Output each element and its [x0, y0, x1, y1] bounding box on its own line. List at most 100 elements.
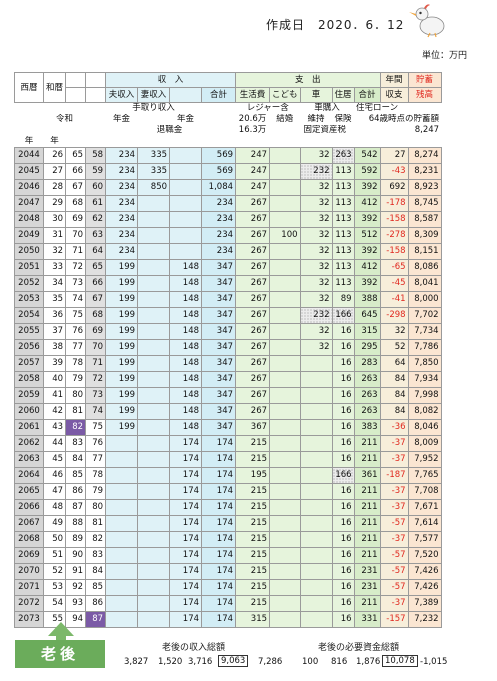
cell-age-col3: 67	[85, 291, 107, 308]
cell-annual-balance: -37	[379, 531, 409, 548]
cell-housing-cost: 89	[331, 291, 355, 308]
cell-age-husband: 34	[42, 275, 67, 292]
cell-age-husband: 52	[42, 563, 67, 580]
cell-savings-balance: 8,046	[407, 419, 442, 436]
bird-mascot-icon	[409, 4, 445, 38]
expense-total-housing: 1,876	[356, 657, 381, 667]
cell-income-total: 174	[201, 531, 237, 548]
cell-car-cost: 232	[299, 163, 333, 180]
cell-housing-cost: 113	[331, 211, 355, 228]
cell-year: 2059	[14, 387, 44, 404]
table-row: 2048 30 69 62 234 234 267 32 113 392 -158 8,587	[14, 211, 442, 228]
cell-expense-total: 283	[353, 355, 381, 372]
cell-income-total: 347	[201, 291, 237, 308]
cell-year: 2062	[14, 435, 44, 452]
cell-age-col3: 62	[85, 211, 107, 228]
header-wife-income: 妻収入	[137, 87, 171, 103]
cell-kids-cost	[269, 467, 301, 484]
cell-annual-balance: -37	[379, 483, 409, 500]
cell-age-wife: 82	[65, 419, 87, 436]
cell-savings-balance: 8,274	[407, 147, 442, 164]
cell-age-col3: 87	[85, 611, 107, 628]
cell-kids-cost	[269, 419, 301, 436]
table-row: 2052 34 73 66 199 148 347 267 32 113 392 -45 8,041	[14, 275, 442, 292]
cell-living-cost: 267	[235, 227, 271, 244]
cell-age-wife: 91	[65, 563, 87, 580]
cell-wife-income	[137, 371, 171, 388]
header-car: 車	[299, 87, 333, 103]
cell-husband-income: 199	[105, 419, 139, 436]
cell-income-total: 234	[201, 211, 237, 228]
cell-savings-balance: 8,587	[407, 211, 442, 228]
cell-pension: 148	[169, 339, 203, 356]
note-reiwa: 令和	[56, 114, 74, 124]
cell-income-total: 347	[201, 355, 237, 372]
retirement-balance: -1,015	[420, 657, 448, 667]
cell-year: 2046	[14, 179, 44, 196]
cell-living-cost: 267	[235, 339, 271, 356]
cell-wife-income	[137, 403, 171, 420]
cell-age-husband: 38	[42, 339, 67, 356]
cell-living-cost: 267	[235, 259, 271, 276]
table-row: 2050 32 71 64 234 234 267 32 113 392 -158 8,151	[14, 243, 442, 260]
cell-kids-cost	[269, 355, 301, 372]
cell-expense-total: 592	[353, 163, 381, 180]
cell-savings-balance: 7,786	[407, 339, 442, 356]
retirement-badge: 老後	[15, 640, 105, 668]
cell-living-cost: 267	[235, 243, 271, 260]
cell-age-wife: 93	[65, 595, 87, 612]
cell-expense-total: 388	[353, 291, 381, 308]
cell-annual-balance: 52	[379, 339, 409, 356]
cell-income-total: 234	[201, 243, 237, 260]
cell-year: 2067	[14, 515, 44, 532]
cell-savings-balance: 7,426	[407, 563, 442, 580]
retirement-expense-label: 老後の必要資金総額	[318, 643, 400, 653]
cell-living-cost: 267	[235, 275, 271, 292]
cell-expense-total: 392	[353, 275, 381, 292]
cell-age-col3: 82	[85, 531, 107, 548]
cell-pension	[169, 227, 203, 244]
cell-age-husband: 53	[42, 579, 67, 596]
table-row: 2070 52 91 84 174 174 215 16 231 -57 7,426	[14, 563, 442, 580]
note-savings-at-64: 64歳時点の貯蓄額	[368, 114, 440, 124]
cell-car-cost	[299, 451, 333, 468]
cell-annual-balance: 64	[379, 355, 409, 372]
cell-year: 2068	[14, 531, 44, 548]
cell-age-col3: 86	[85, 595, 107, 612]
cell-wife-income	[137, 323, 171, 340]
cell-age-col3: 79	[85, 483, 107, 500]
cell-living-cost: 267	[235, 403, 271, 420]
cell-living-cost: 247	[235, 179, 271, 196]
note-retirement-allowance: 退職金	[156, 125, 183, 135]
cell-age-husband: 50	[42, 531, 67, 548]
cell-kids-cost	[269, 515, 301, 532]
cell-age-col3: 74	[85, 403, 107, 420]
cell-husband-income	[105, 467, 139, 484]
cell-kids-cost	[269, 499, 301, 516]
cell-car-cost	[299, 355, 333, 372]
cell-annual-balance: -65	[379, 259, 409, 276]
cell-age-wife: 92	[65, 579, 87, 596]
cell-husband-income	[105, 547, 139, 564]
cell-age-col3: 63	[85, 227, 107, 244]
cell-year: 2061	[14, 419, 44, 436]
cell-kids-cost	[269, 435, 301, 452]
cell-expense-total: 392	[353, 243, 381, 260]
cell-age-col3: 78	[85, 467, 107, 484]
cell-year: 2052	[14, 275, 44, 292]
cell-age-husband: 36	[42, 307, 67, 324]
cell-wife-income	[137, 451, 171, 468]
cell-car-cost	[299, 579, 333, 596]
cell-age-husband: 30	[42, 211, 67, 228]
header-husband-income: 夫収入	[105, 87, 139, 103]
cell-living-cost: 215	[235, 435, 271, 452]
cell-year: 2063	[14, 451, 44, 468]
cell-husband-income	[105, 611, 139, 628]
cell-living-cost: 267	[235, 323, 271, 340]
table-row: 2053 35 74 67 199 148 347 267 32 89 388 -41 8,000	[14, 291, 442, 308]
cell-age-wife: 85	[65, 467, 87, 484]
cell-wife-income	[137, 435, 171, 452]
cell-income-total: 347	[201, 259, 237, 276]
cell-savings-balance: 8,151	[407, 243, 442, 260]
cell-husband-income: 234	[105, 227, 139, 244]
